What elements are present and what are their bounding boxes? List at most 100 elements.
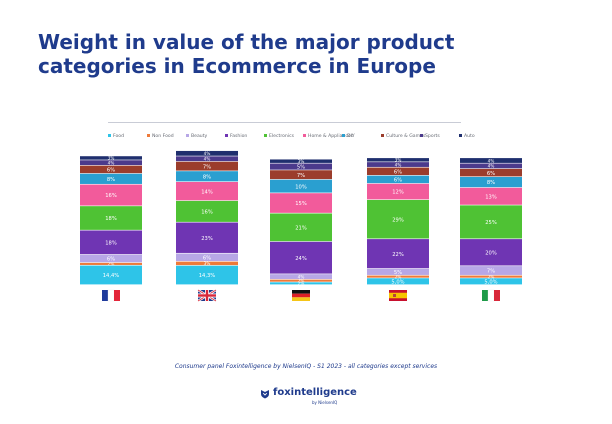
data-label: 7% [203,164,211,170]
legend-label: Non Food [152,133,174,139]
data-label: 14,4% [103,273,120,279]
country-flags [102,289,500,302]
legend-item-non-food: Non Food [147,133,174,139]
flag-italy-icon [482,289,500,302]
legend-label: Home & Appliances [308,133,354,139]
flag-spain-icon [389,290,407,301]
legend-swatch [264,134,267,137]
bar-segment-food [176,265,238,285]
data-label: 5% [297,165,305,171]
data-label: 16% [105,193,117,199]
bar-segment-diy [460,177,522,188]
bar-segment-diy [80,173,142,184]
data-label: 2% [298,281,305,286]
data-label: 18% [105,216,117,222]
data-label: 4% [204,151,211,156]
data-label: 3% [298,159,305,164]
bar-segment-home-and-appliances [460,187,522,205]
bar-segment-beauty [367,268,429,275]
bar-stack-united-kingdom: 14,3% 3%6% 23% 16% 14% 8% 7% 4%4% [176,150,238,285]
bar-segment-food [80,265,142,285]
data-label: 5,0% [484,279,497,285]
legend-swatch [303,134,306,137]
data-label: 6% [394,178,402,184]
data-label: 8% [203,174,211,180]
legend-item-auto: Auto [459,133,475,139]
data-label: 4% [395,162,402,167]
data-label: 24% [295,256,307,262]
bar-segment-electronics [176,200,238,222]
bar-segment-electronics [367,199,429,239]
data-label: 6% [107,168,115,174]
bar-segment-fashion [367,239,429,269]
bar-segment-sports [367,162,429,167]
legend-label: DIY [347,133,355,139]
bar-segment-non-food [176,261,238,266]
legend-swatch [108,134,111,137]
bar-segment-culture-and-games [176,161,238,171]
bar-segment-culture-and-games [367,167,429,176]
bar-segment-culture-and-games [270,170,332,180]
bar-segment-electronics [270,213,332,242]
bar-segment-culture-and-games [80,165,142,174]
data-label: 2% [298,278,305,283]
bar-segment-beauty [80,254,142,263]
bar-segment-home-and-appliances [367,183,429,200]
source-note: Consumer panel Foxintelligence by Nielse… [174,363,438,370]
bar-segment-sports [270,163,332,170]
legend-item-beauty: Beauty [186,133,208,139]
legend-swatch [420,134,423,137]
data-label: 4% [298,274,305,279]
bar-segment-non-food [460,275,522,278]
bar-segment-food [460,278,522,285]
bar-segment-sports [176,156,238,162]
chart-bars: 14,4%2%6%18%18%16%8%6%4%3%14,3%3%6%23%16… [80,150,522,286]
legend-swatch [147,134,150,137]
data-label: 5,0% [391,279,404,285]
bar-stack-france: 14,4%2%6%18%18%16%8%6%4%3% [80,156,142,285]
bar-segment-auto [270,159,332,163]
flag-germany-icon [292,290,310,301]
legend-item-home-and-appliances: Home & Appliances [303,133,354,139]
data-label: 3% [108,156,115,161]
data-label: 6% [487,171,495,177]
data-label: 6% [203,255,211,261]
data-label: 18% [105,240,117,246]
bar-segment-home-and-appliances [80,184,142,206]
bar-segment-fashion [270,241,332,274]
data-label: 4% [488,164,495,169]
bar-segment-beauty [176,253,238,262]
legend-item-culture-and-games: Culture & Games [381,133,426,139]
bar-segment-electronics [460,205,522,239]
logo-subtitle: by NielsenIQ [312,400,338,405]
legend-item-fashion: Fashion [225,133,247,139]
data-label: 8% [487,180,495,186]
data-label: 6% [394,169,402,175]
legend-swatch [459,134,462,137]
data-label: 2% [108,262,115,267]
data-label: 25% [485,220,497,226]
data-label: 13% [485,194,497,200]
data-label: 7% [297,173,305,179]
data-label: 22% [392,252,404,258]
bar-segment-non-food [80,262,142,265]
legend-item-electronics: Electronics [264,133,295,139]
data-label: 3% [395,158,402,163]
bar-segment-non-food [270,279,332,282]
legend-label: Culture & Games [386,133,426,139]
bar-stack-germany: 2%2%4%24%21%15%10%7%5%3% [270,159,332,286]
bar-stack-italy: 5,0%2%7% 20% 25% 13% 8% 6% 4%4% [460,158,522,285]
title-divider [108,122,461,123]
bar-segment-food [367,278,429,285]
flag-uk-icon [197,289,217,302]
legend-label: Beauty [191,133,208,139]
bar-segment-auto [80,156,142,160]
bar-segment-food [270,282,332,285]
bar-segment-electronics [80,206,142,230]
legend-label: Sports [425,133,440,139]
legend-label: Auto [464,133,475,139]
bar-segment-non-food [367,275,429,278]
data-label: 2% [395,274,402,279]
chart-legend: Food Non Food Beauty Fashion Electronics Home… [108,133,475,139]
bar-segment-home-and-appliances [176,181,238,201]
